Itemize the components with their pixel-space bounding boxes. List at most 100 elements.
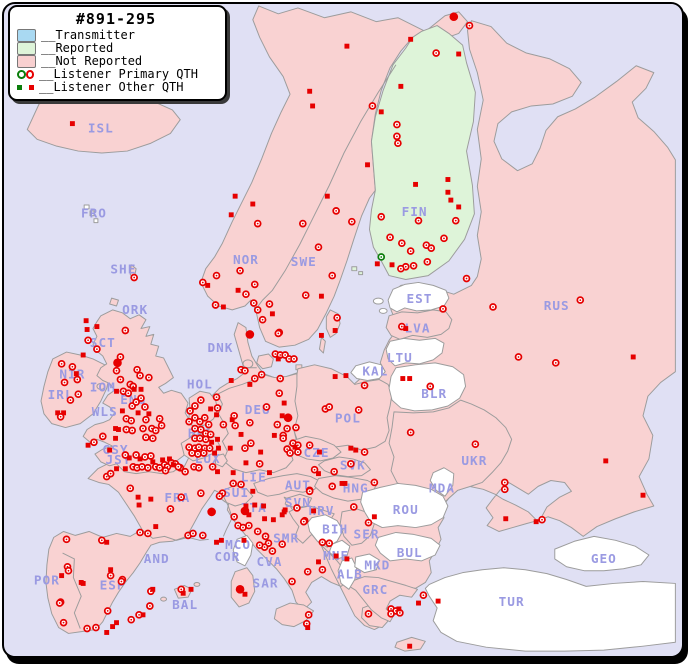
listener-primary-qth-circle bbox=[177, 493, 186, 501]
listener-other-qth-square bbox=[215, 436, 220, 442]
listener-cluster-dot bbox=[449, 12, 459, 22]
listener-other-qth-square bbox=[305, 625, 311, 631]
land-reported bbox=[351, 25, 476, 280]
listener-primary-qth-circle bbox=[377, 212, 386, 221]
listener-other-qth-square bbox=[339, 480, 345, 486]
listener-primary-qth-circle bbox=[198, 531, 207, 540]
europe-map[interactable]: ISLFROSHEORKSCTNIRIRLIOMENGWLSGSYJSYNORS… bbox=[4, 4, 682, 656]
listener-primary-qth-circle bbox=[246, 418, 254, 427]
listener-other-qth-square bbox=[353, 447, 359, 453]
listener-other-qth-square bbox=[316, 471, 321, 477]
listener-primary-qth-circle bbox=[500, 485, 509, 494]
legend-item-label: __Listener Other QTH bbox=[39, 80, 184, 94]
listener-primary-qth-circle bbox=[514, 353, 523, 361]
listener-primary-qth-circle bbox=[127, 416, 136, 425]
country-label-wls: WLS bbox=[92, 405, 118, 420]
listener-other-qth-square bbox=[146, 411, 152, 417]
listener-primary-qth-circle bbox=[146, 602, 154, 610]
listener-primary-qth-circle bbox=[268, 547, 277, 555]
listener-primary-qth-circle bbox=[318, 538, 327, 547]
country-label-fro: FRO bbox=[81, 207, 107, 222]
listener-other-qth-square bbox=[344, 556, 350, 562]
listener-primary-qth-circle bbox=[275, 389, 284, 398]
listener-primary-qth-circle bbox=[55, 599, 64, 607]
listener-other-qth-square bbox=[215, 469, 220, 475]
country-label-ltu: LTU bbox=[387, 351, 413, 366]
listener-other-qth-square bbox=[69, 121, 75, 127]
listener-primary-qth-circle bbox=[255, 541, 264, 550]
country-label-sui: SUI bbox=[223, 486, 249, 501]
listener-other-qth-square bbox=[445, 177, 451, 182]
listener-other-qth-square bbox=[435, 598, 441, 604]
listener-primary-qth-circle bbox=[368, 102, 377, 110]
legend-item-listener-primary: __Listener Primary QTH bbox=[17, 68, 215, 81]
listener-other-qth-square bbox=[83, 318, 89, 324]
country-label-alb: ALB bbox=[337, 568, 363, 583]
country-rou bbox=[360, 482, 449, 529]
aland-islands bbox=[358, 271, 364, 276]
listener-primary-qth-circle bbox=[215, 492, 224, 501]
listener-other-qth-square bbox=[94, 324, 100, 330]
listener-other-qth-square bbox=[131, 386, 137, 392]
listener-cluster-dot bbox=[235, 585, 245, 594]
listener-primary-qth-circle bbox=[462, 274, 471, 283]
listener-other-qth-square bbox=[408, 36, 414, 42]
listener-primary-qth-circle bbox=[250, 280, 259, 289]
listener-primary-qth-circle bbox=[201, 435, 210, 444]
listener-other-qth-square bbox=[126, 455, 132, 461]
listener-other-qth-square bbox=[533, 519, 539, 525]
listener-primary-qth-circle bbox=[206, 430, 215, 439]
listener-primary-qth-circle bbox=[92, 623, 100, 632]
listener-primary-qth-circle bbox=[56, 412, 65, 421]
listener-primary-qth-circle bbox=[258, 315, 267, 324]
listener-other-qth-square bbox=[640, 492, 646, 498]
listener-primary-qth-circle bbox=[60, 378, 69, 387]
country-label-kal: KAL bbox=[362, 365, 388, 380]
listener-primary-qth-circle bbox=[83, 624, 91, 633]
country-label-irl: IRL bbox=[48, 388, 74, 403]
listener-other-qth-square bbox=[113, 435, 118, 441]
listener-primary-qth-circle bbox=[440, 234, 448, 243]
listener-other-qth-square bbox=[292, 444, 298, 450]
country-label-lva: LVA bbox=[405, 321, 431, 336]
reported-swatch-icon bbox=[17, 42, 36, 55]
saaremaa-island bbox=[372, 297, 384, 305]
listener-primary-qth-circle bbox=[148, 434, 157, 443]
country-label-smr: SMR bbox=[273, 531, 299, 546]
legend-items: __Transmitter __Reported __Not Reported __L… bbox=[17, 29, 215, 94]
country-aut bbox=[253, 473, 321, 497]
listener-primary-qth-circle bbox=[330, 467, 338, 476]
listener-primary-qth-circle bbox=[292, 423, 300, 432]
listener-other-qth-square bbox=[407, 643, 413, 649]
listener-other-qth-square bbox=[246, 512, 252, 518]
legend-item-label: __Reported bbox=[41, 41, 114, 55]
listener-primary-qth-circle bbox=[93, 345, 101, 353]
listener-primary-qth-circle bbox=[127, 615, 136, 624]
listener-other-qth-square bbox=[348, 445, 354, 451]
listener-other-qth-square bbox=[365, 162, 370, 168]
listener-other-qth-square bbox=[122, 466, 128, 472]
listener-primary-qth-circle bbox=[181, 467, 189, 476]
listener-primary-qth-circle bbox=[117, 577, 126, 586]
listener-other-qth-square bbox=[456, 204, 462, 210]
listener-other-qth-square bbox=[247, 381, 253, 387]
ireland bbox=[40, 351, 111, 429]
country-label-cva: CVA bbox=[256, 555, 282, 570]
listener-other-qth-square bbox=[114, 620, 119, 626]
country-label-sar: SAR bbox=[253, 576, 279, 591]
listener-primary-qth-circle bbox=[185, 417, 193, 426]
country-label-swe: SWE bbox=[291, 255, 317, 270]
legend-item-not-reported: __Not Reported bbox=[17, 55, 215, 68]
listener-other-qth-square bbox=[262, 516, 268, 522]
listener-other-qth-square bbox=[114, 388, 119, 394]
country-label-ork: ORK bbox=[122, 303, 148, 318]
listener-primary-qth-circle bbox=[198, 278, 207, 287]
country-label-geo: GEO bbox=[591, 552, 617, 567]
listener-primary-qth-circle bbox=[349, 503, 358, 511]
listener-primary-qth-circle bbox=[139, 424, 147, 433]
country-label-grc: GRC bbox=[362, 583, 388, 598]
legend-item-listener-other: __Listener Other QTH bbox=[17, 81, 215, 94]
listener-primary-qth-circle bbox=[305, 441, 314, 450]
listener-other-qth-square bbox=[267, 470, 272, 476]
listener-primary-qth-circle bbox=[325, 403, 334, 411]
